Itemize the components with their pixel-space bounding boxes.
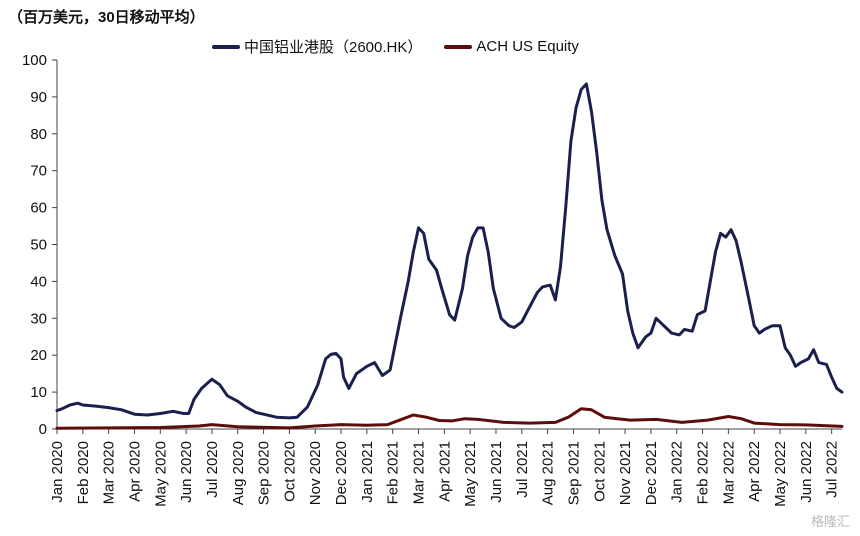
x-tick-label: Dec 2020 — [333, 441, 350, 505]
x-tick-label: Feb 2022 — [695, 441, 712, 504]
x-tick-label: Jun 2021 — [488, 441, 505, 503]
x-tick-label: Apr 2020 — [126, 441, 143, 502]
x-tick-label: Nov 2020 — [307, 441, 324, 505]
x-tick-label: Jul 2021 — [514, 441, 531, 498]
x-tick-label: Dec 2021 — [643, 441, 660, 505]
legend-item-ach: ACH US Equity — [444, 38, 579, 55]
y-tick-label: 100 — [22, 52, 47, 69]
x-tick-label: Mar 2022 — [720, 441, 737, 504]
x-tick-label: May 2022 — [772, 441, 789, 507]
series-line-1 — [55, 407, 844, 430]
x-tick-label: Feb 2021 — [385, 441, 402, 504]
x-tick-label: Nov 2021 — [617, 441, 634, 505]
y-tick-label: 30 — [30, 310, 47, 327]
y-tick-label: 40 — [30, 273, 47, 290]
y-tick-label: 50 — [30, 237, 47, 254]
x-tick-label: Jun 2022 — [798, 441, 815, 503]
x-tick-label: Jun 2020 — [178, 441, 195, 503]
y-tick-label: 20 — [30, 347, 47, 364]
x-tick-label: Feb 2020 — [75, 441, 92, 504]
legend-swatch-ach — [444, 44, 473, 49]
x-tick-label: May 2020 — [152, 441, 169, 507]
y-tick-label: 0 — [39, 421, 47, 438]
x-tick-label: Jul 2022 — [824, 441, 841, 498]
chart-legend: 中国铝业港股（2600.HK） ACH US Equity — [212, 36, 601, 57]
y-tick-label: 90 — [30, 89, 47, 106]
y-tick-label: 80 — [30, 126, 47, 143]
y-tick-label: 10 — [30, 384, 47, 401]
x-tick-label: Apr 2022 — [746, 441, 763, 502]
legend-swatch-2600hk — [212, 44, 240, 49]
series-line-0 — [55, 82, 844, 420]
x-tick-label: Mar 2020 — [101, 441, 118, 504]
x-tick-label: Sep 2021 — [565, 441, 582, 505]
x-tick-label: Jul 2020 — [204, 441, 221, 498]
x-tick-label: Oct 2020 — [281, 441, 298, 502]
chart-unit-label: （百万美元，30日移动平均） — [8, 9, 205, 26]
y-tick-label: 70 — [30, 163, 47, 180]
legend-label-ach: ACH US Equity — [476, 38, 579, 55]
x-tick-label: Jan 2022 — [669, 441, 686, 503]
y-tick-label: 60 — [30, 200, 47, 217]
legend-label-2600hk: 中国铝业港股（2600.HK） — [244, 39, 423, 56]
x-tick-label: May 2021 — [462, 441, 479, 507]
watermark-logo: 格隆汇 — [810, 514, 850, 529]
x-tick-label: Jan 2020 — [49, 441, 66, 503]
legend-item-2600hk: 中国铝业港股（2600.HK） — [212, 36, 422, 57]
x-tick-label: Aug 2020 — [230, 441, 247, 505]
x-tick-label: Aug 2021 — [540, 441, 557, 505]
x-tick-label: Oct 2021 — [591, 441, 608, 502]
x-tick-label: Apr 2021 — [436, 441, 453, 502]
x-tick-label: Mar 2021 — [411, 441, 428, 504]
x-tick-label: Jan 2021 — [359, 441, 376, 503]
x-tick-label: Sep 2020 — [256, 441, 273, 505]
